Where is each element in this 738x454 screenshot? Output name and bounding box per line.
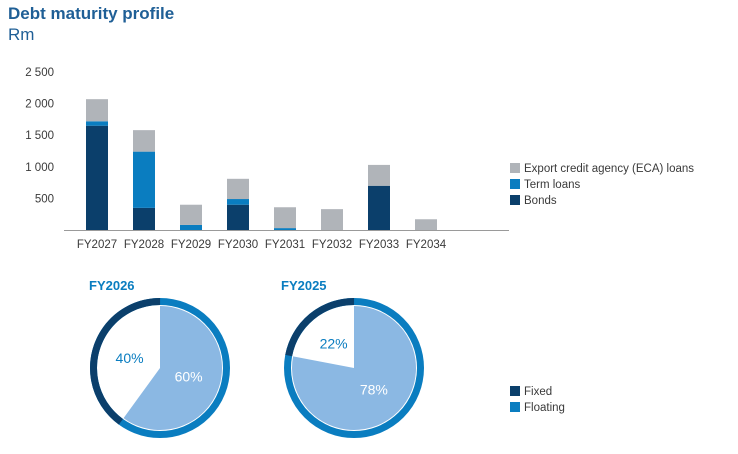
- bar-term-loans-fy2028: [133, 151, 155, 208]
- pie-legend-swatch: [510, 402, 520, 412]
- bar-bonds-fy2030: [227, 204, 249, 230]
- ring-fixed: [89, 298, 230, 438]
- bar-term-loans-fy2027: [86, 121, 108, 126]
- bar-export-credit-agency-eca-loans-fy2032: [321, 209, 343, 230]
- bar-export-credit-agency-eca-loans-fy2029: [180, 204, 202, 225]
- bar-term-loans-fy2029: [180, 224, 202, 230]
- legend-swatch: [510, 179, 520, 189]
- pie-label-fixed: 40%: [116, 350, 144, 366]
- legend-swatch: [510, 195, 520, 205]
- x-category-label: FY2029: [171, 239, 211, 251]
- legend-label: Export credit agency (ECA) loans: [524, 163, 694, 175]
- bar-bonds-fy2033: [368, 185, 390, 230]
- pie-slice-floating: [123, 306, 223, 431]
- x-category-label: FY2031: [265, 239, 305, 251]
- legend-swatch: [510, 163, 520, 173]
- bar-bonds-fy2028: [133, 207, 155, 230]
- legend-label: Bonds: [524, 195, 557, 207]
- bar-export-credit-agency-eca-loans-fy2027: [86, 99, 108, 122]
- y-tick-label: 500: [35, 193, 54, 205]
- bar-export-credit-agency-eca-loans-fy2033: [368, 164, 390, 186]
- y-tick-label: 1 000: [25, 162, 54, 174]
- chart-unit: Rm: [8, 25, 35, 44]
- pie-slice-floating: [292, 306, 416, 430]
- bar-term-loans-fy2031: [274, 228, 296, 230]
- y-tick-label: 2 500: [25, 67, 54, 79]
- bar-export-credit-agency-eca-loans-fy2028: [133, 130, 155, 152]
- bar-bonds-fy2027: [86, 125, 108, 230]
- x-category-label: FY2033: [359, 239, 399, 251]
- bar-export-credit-agency-eca-loans-fy2031: [274, 207, 296, 229]
- x-category-label: FY2027: [77, 239, 117, 251]
- bar-export-credit-agency-eca-loans-fy2034: [415, 219, 437, 230]
- chart-title: Debt maturity profile: [8, 4, 175, 23]
- bar-term-loans-fy2030: [227, 199, 249, 205]
- y-tick-label: 2 000: [25, 99, 54, 111]
- x-category-label: FY2030: [218, 239, 258, 251]
- x-category-label: FY2032: [312, 239, 352, 251]
- pie-label-fixed: 22%: [320, 335, 348, 351]
- bar-export-credit-agency-eca-loans-fy2030: [227, 178, 249, 200]
- pie-label-floating: 60%: [175, 369, 203, 385]
- pie-legend-label: Fixed: [524, 386, 552, 398]
- pie-legend-swatch: [510, 386, 520, 396]
- x-category-label: FY2028: [124, 239, 164, 251]
- pie-legend-label: Floating: [524, 402, 565, 414]
- legend-label: Term loans: [524, 179, 580, 191]
- pie-label-floating: 78%: [360, 382, 388, 398]
- x-category-label: FY2034: [406, 239, 447, 251]
- y-tick-label: 1 500: [25, 130, 54, 142]
- pie-title: FY2026: [89, 278, 135, 293]
- pie-title: FY2025: [281, 278, 327, 293]
